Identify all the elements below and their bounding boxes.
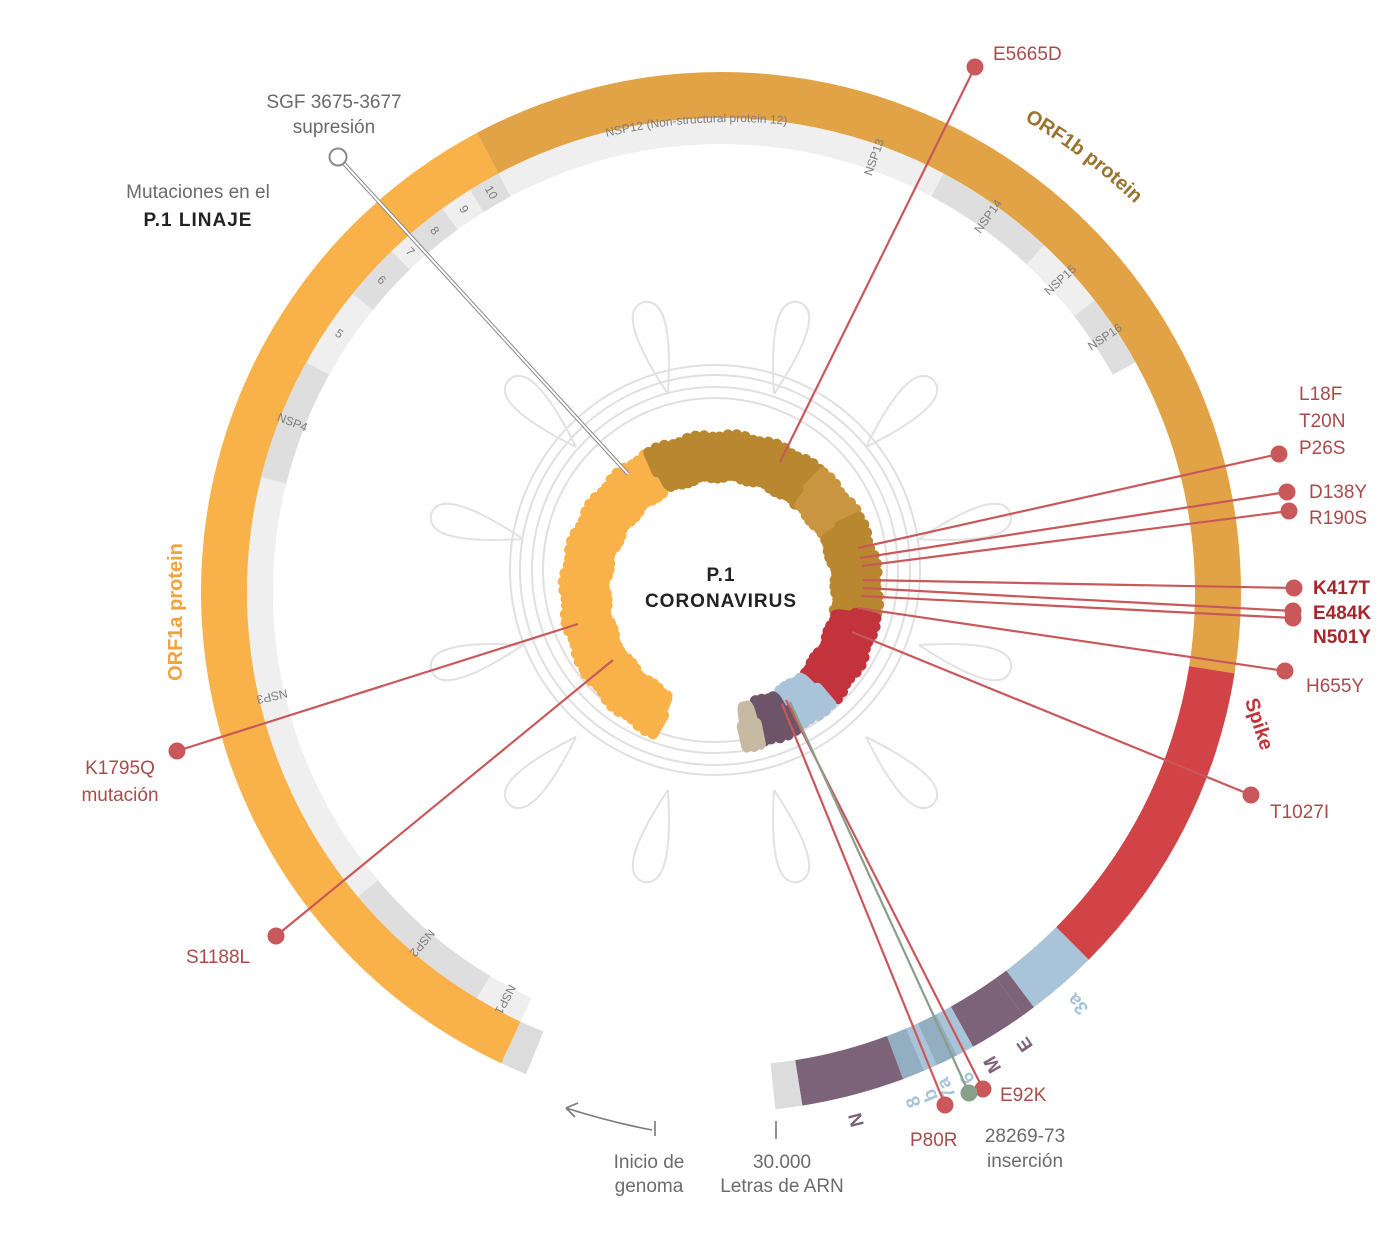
mutation-label-t1027i: T1027I bbox=[1270, 802, 1329, 823]
gene-m-band bbox=[950, 977, 1023, 1047]
title-line2: P.1 LINAJE bbox=[144, 210, 253, 231]
gene-n-band bbox=[795, 1035, 904, 1106]
mutation-label-p80r: P80R bbox=[910, 1130, 958, 1151]
nsp13-segment bbox=[806, 126, 944, 197]
nsp9-segment bbox=[442, 190, 484, 230]
mutation-connectors bbox=[168, 58, 1303, 1114]
mutation-label-e5665d: E5665D bbox=[993, 44, 1062, 65]
gene-8-band bbox=[886, 1028, 925, 1080]
nsp3-segment bbox=[246, 477, 378, 897]
mutation-label-k1795q-note: mutación bbox=[81, 785, 158, 806]
utr-end-band bbox=[770, 1060, 803, 1110]
orf1b-band bbox=[476, 71, 1242, 674]
gene-7a-band bbox=[917, 1014, 958, 1066]
nsp10-segment bbox=[469, 173, 511, 213]
nsp3-label: NSP3 bbox=[255, 686, 289, 707]
nsp15-segment bbox=[1026, 245, 1095, 317]
gene-label-3a: 3a bbox=[1063, 988, 1093, 1018]
gene-label-n: N bbox=[845, 1110, 869, 1129]
mutation-label-e92k: E92K bbox=[1000, 1085, 1047, 1106]
deletion-label-line1: SGF 3675-3677 bbox=[266, 92, 401, 113]
mutation-label-t20n: T20N bbox=[1299, 411, 1345, 432]
gene-label-8: 8 bbox=[902, 1093, 925, 1110]
nsp2-segment bbox=[357, 879, 491, 999]
mutation-label-r190s: R190S bbox=[1309, 508, 1367, 529]
genome-end-line1: 30.000 bbox=[753, 1152, 811, 1173]
utr-start-band bbox=[501, 1021, 544, 1075]
mutation-label-h655y: H655Y bbox=[1306, 676, 1364, 697]
center-label-line1: P.1 bbox=[706, 565, 735, 586]
nsp6-segment bbox=[352, 251, 410, 311]
genome-end-line2: Letras de ARN bbox=[720, 1176, 844, 1197]
genome-start-line1: Inicio de bbox=[614, 1152, 685, 1173]
title-line1: Mutaciones en el bbox=[126, 182, 270, 203]
gene-label-m: M bbox=[980, 1052, 1006, 1076]
genome-start-arrow bbox=[565, 1102, 656, 1136]
mutation-label-k417t: K417T bbox=[1313, 578, 1370, 599]
spike-band bbox=[1056, 666, 1235, 960]
nsp5-segment bbox=[306, 293, 373, 375]
insertion-label-line2: inserción bbox=[987, 1151, 1063, 1172]
nsp12-segment bbox=[498, 117, 812, 197]
insertion-label-line1: 28269-73 bbox=[985, 1126, 1065, 1147]
gene-e-band bbox=[996, 970, 1034, 1016]
orf1a-band bbox=[201, 132, 521, 1064]
nsp4-segment bbox=[261, 362, 330, 484]
mutation-label-k1795q: K1795Q bbox=[85, 758, 155, 779]
mutation-label-p26s: P26S bbox=[1299, 438, 1345, 459]
genome-ring bbox=[201, 71, 1242, 1110]
nsp-segments bbox=[246, 117, 1136, 1022]
nsp14-segment bbox=[931, 173, 1045, 265]
genome-start-line2: genoma bbox=[615, 1176, 684, 1197]
gene-label-e: E bbox=[1013, 1033, 1038, 1055]
nsp8-segment bbox=[410, 208, 458, 254]
deletion-label-line2: supresión bbox=[293, 117, 375, 138]
mutation-label-e484k: E484K bbox=[1313, 603, 1371, 624]
orf1a-label: ORF1a protein bbox=[165, 543, 187, 681]
nsp7-segment bbox=[391, 234, 428, 270]
spike-label: Spike bbox=[1240, 695, 1277, 753]
mutation-label-d138y: D138Y bbox=[1309, 482, 1367, 503]
nsp16-segment bbox=[1074, 300, 1136, 375]
mutation-label-s1188l: S1188L bbox=[186, 947, 250, 968]
nsp10-label: 10 bbox=[482, 183, 501, 202]
mutation-label-n501y: N501Y bbox=[1313, 627, 1371, 648]
gene-3a-band bbox=[1006, 927, 1089, 1008]
nsp1-segment bbox=[476, 976, 532, 1022]
center-label-line2: CORONAVIRUS bbox=[645, 591, 797, 612]
mutation-label-l18f: L18F bbox=[1299, 384, 1342, 405]
